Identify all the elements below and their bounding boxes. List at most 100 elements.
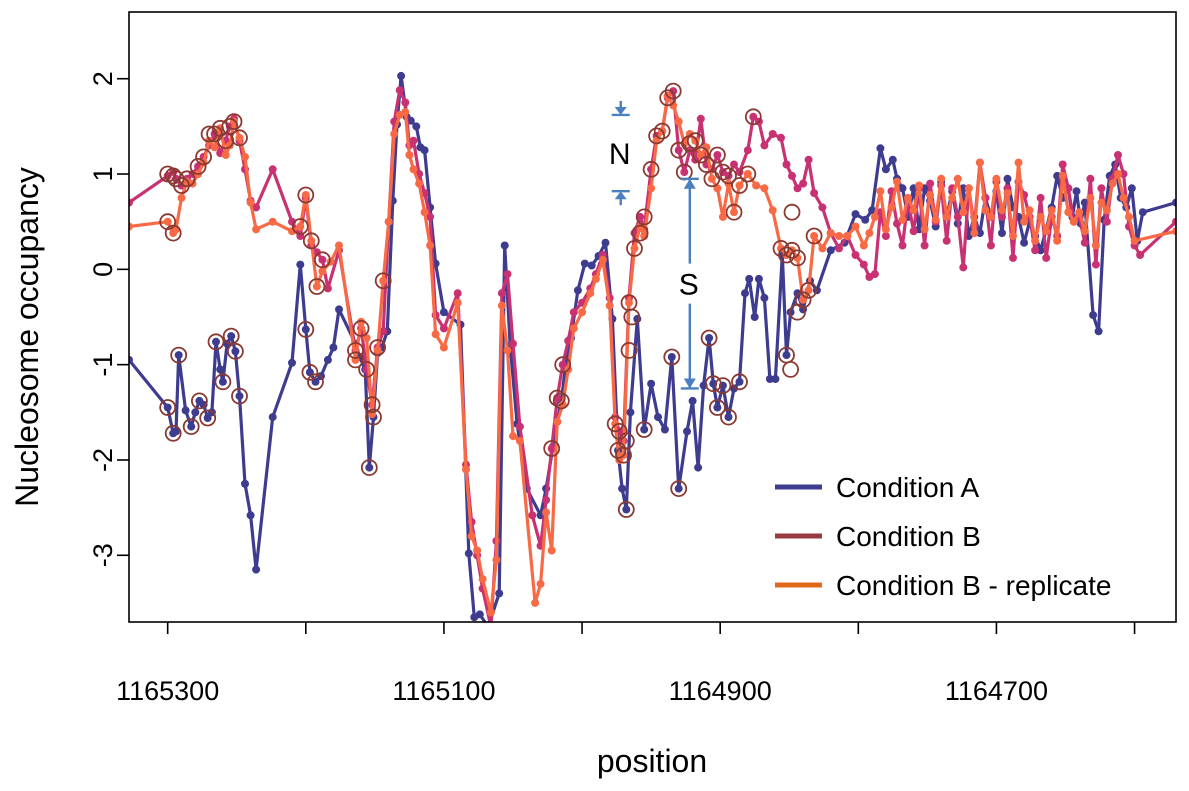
highlight-ring xyxy=(307,373,324,391)
highlight-ring xyxy=(789,303,806,321)
data-point xyxy=(626,408,635,417)
highlight-ring xyxy=(347,341,364,359)
data-point xyxy=(467,532,476,541)
data-point xyxy=(1036,212,1045,221)
data-point xyxy=(1009,253,1017,262)
highlight-ring xyxy=(225,113,243,130)
data-point xyxy=(870,212,879,221)
data-point xyxy=(1089,311,1098,320)
data-point xyxy=(503,346,512,355)
data-point xyxy=(1097,198,1106,207)
data-point xyxy=(986,212,995,221)
data-point xyxy=(904,193,912,202)
data-point xyxy=(1058,160,1067,169)
highlight-ring xyxy=(620,341,638,359)
highlight-ring xyxy=(631,224,649,242)
data-point xyxy=(397,71,406,80)
data-point xyxy=(953,174,962,183)
data-point xyxy=(503,270,512,279)
data-point xyxy=(241,479,249,488)
highlight-ring xyxy=(700,329,718,347)
data-point xyxy=(500,241,509,250)
data-point xyxy=(926,191,935,199)
data-point xyxy=(1080,227,1089,236)
data-point xyxy=(730,384,738,393)
data-point xyxy=(1053,236,1062,245)
highlight-ring xyxy=(720,167,737,185)
data-point xyxy=(881,165,890,174)
data-point xyxy=(975,229,984,238)
data-point xyxy=(605,301,614,310)
data-point xyxy=(777,133,785,142)
data-point xyxy=(395,86,404,95)
data-point xyxy=(818,203,827,212)
series-3 xyxy=(129,91,1176,617)
data-point xyxy=(426,212,435,221)
data-point xyxy=(1172,217,1176,226)
data-point xyxy=(694,463,703,472)
data-point xyxy=(509,339,517,348)
data-point xyxy=(174,351,183,360)
data-point xyxy=(647,184,656,193)
data-point xyxy=(851,251,860,259)
data-point xyxy=(735,377,744,386)
x-tick-label: 1165100 xyxy=(392,676,495,706)
data-point xyxy=(515,436,524,445)
data-point xyxy=(674,484,683,493)
data-point xyxy=(542,496,551,504)
data-point xyxy=(235,133,244,142)
highlight-ring xyxy=(744,108,762,126)
highlight-ring xyxy=(783,203,801,221)
data-point xyxy=(818,244,827,253)
data-point xyxy=(478,575,487,584)
data-point xyxy=(870,270,879,279)
data-point xyxy=(760,184,769,193)
data-point xyxy=(1069,217,1078,226)
data-point xyxy=(636,212,645,221)
data-point xyxy=(412,122,421,131)
highlight-ring xyxy=(805,227,823,245)
data-point xyxy=(475,610,484,619)
data-point xyxy=(1130,236,1139,245)
highlight-ring xyxy=(170,346,188,364)
data-point xyxy=(788,171,796,180)
highlight-ring xyxy=(552,392,570,410)
data-point xyxy=(1072,187,1081,196)
data-point xyxy=(793,253,802,262)
data-point xyxy=(587,261,596,270)
highlight-ring xyxy=(664,82,682,100)
data-point xyxy=(288,358,296,367)
y-tick-label: -2 xyxy=(88,448,118,472)
data-point xyxy=(212,337,220,346)
data-point xyxy=(307,236,316,245)
data-point xyxy=(876,144,885,153)
highlight-ring xyxy=(231,129,248,147)
legend-label-condition-a: Condition A xyxy=(836,472,980,503)
data-point xyxy=(986,241,995,250)
data-point xyxy=(760,141,769,150)
data-point xyxy=(129,222,133,231)
data-point xyxy=(1127,184,1136,193)
data-point xyxy=(898,215,907,224)
data-point xyxy=(749,112,758,121)
y-axis: -3 -2 -1 0 1 2 xyxy=(88,71,129,567)
highlight-ring xyxy=(347,351,364,369)
plot-frame xyxy=(128,11,1177,623)
data-point xyxy=(859,241,868,250)
data-point xyxy=(484,623,492,631)
data-point xyxy=(1080,238,1089,247)
highlight-ring xyxy=(195,148,213,166)
data-point xyxy=(573,286,582,295)
data-point xyxy=(888,155,897,164)
data-point xyxy=(909,227,918,236)
data-point xyxy=(268,413,277,422)
data-point xyxy=(992,174,1001,183)
data-point xyxy=(1136,251,1145,259)
data-point xyxy=(509,432,517,441)
data-point xyxy=(431,330,440,339)
data-point xyxy=(426,241,435,250)
highlight-ring xyxy=(207,333,225,351)
highlight-ring xyxy=(297,320,315,338)
data-point xyxy=(1042,227,1051,236)
highlight-ring xyxy=(800,281,817,299)
